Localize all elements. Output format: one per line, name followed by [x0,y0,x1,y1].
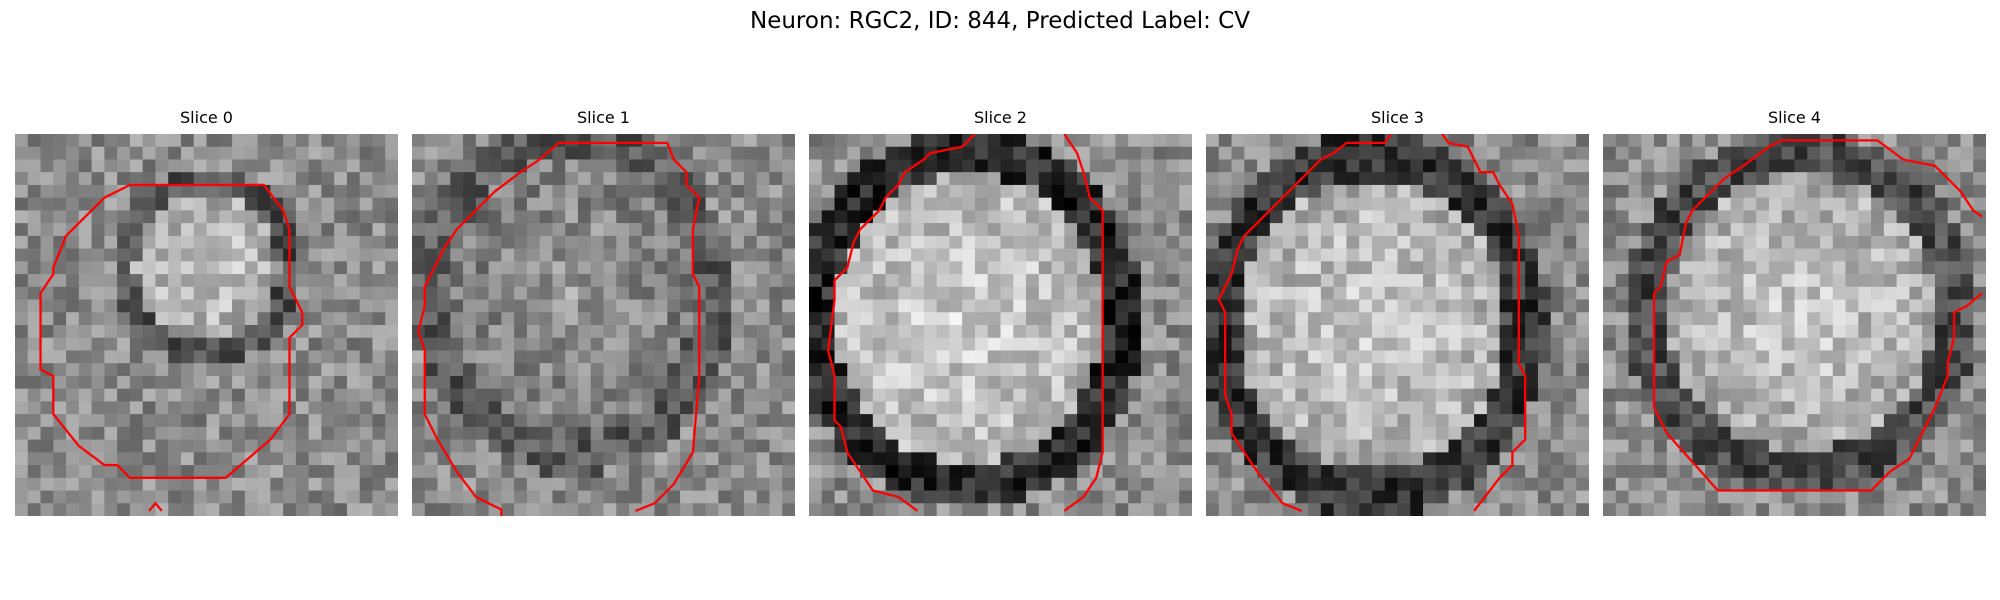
slice-title: Slice 2 [974,108,1027,127]
slice-image [412,134,795,516]
contour-outline-right [1063,134,1104,512]
contour-fragment [148,501,163,512]
slice-title: Slice 4 [1768,108,1821,127]
slice-image [15,134,398,516]
contour-outline-left [1652,139,1983,492]
fov-pixels [809,134,1192,516]
contour-outline [1217,134,1393,512]
contour-outline [826,134,976,512]
figure-title: Neuron: RGC2, ID: 844, Predicted Label: … [750,8,1250,34]
slice-panel-3: Slice 3 [1206,108,1589,516]
fov-pixels [15,134,398,516]
slice-image [809,134,1192,516]
slice-panel-1: Slice 1 [412,108,795,516]
slice-title: Slice 1 [577,108,630,127]
slice-panel-0: Slice 0 [15,108,398,516]
contour-outline [417,141,701,516]
slice-title: Slice 3 [1371,108,1424,127]
slice-image [1603,134,1986,516]
fov-pixels [1603,134,1986,516]
slice-title: Slice 0 [180,108,233,127]
contour-outline [1717,292,1983,492]
slice-panel-4: Slice 4 [1603,108,1986,516]
fov-pixels [412,134,795,516]
contour-outline [39,183,304,479]
slice-image [1206,134,1589,516]
contour-outline-right [1441,134,1527,512]
slice-panel-2: Slice 2 [809,108,1192,516]
fov-pixels [1206,134,1589,516]
